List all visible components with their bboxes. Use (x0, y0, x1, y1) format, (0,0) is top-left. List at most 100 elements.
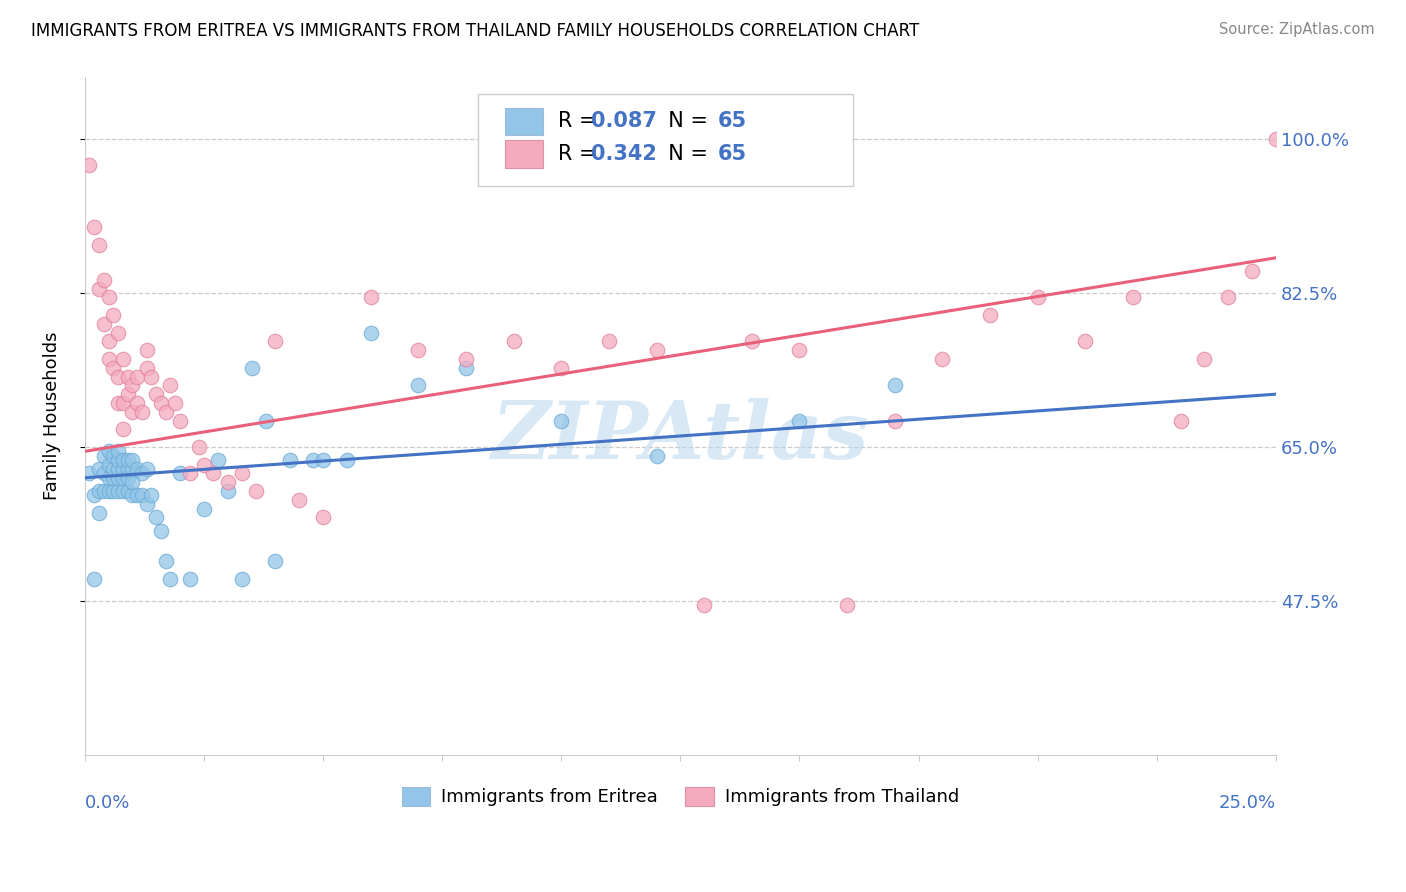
Point (231, 572, 253, 586)
Point (141, 488, 163, 502)
Point (135, 462, 157, 476)
Point (149, 396, 172, 410)
Point (93, 483, 115, 498)
Point (121, 475, 143, 490)
Point (360, 290, 382, 304)
Point (87, 282, 110, 296)
Point (111, 422, 134, 436)
Point (1122, 290, 1144, 304)
Point (79, 158, 101, 172)
Legend: Immigrants from Eritrea, Immigrants from Thailand: Immigrants from Eritrea, Immigrants from… (394, 780, 966, 814)
Point (169, 467, 191, 481)
Point (193, 458, 215, 472)
Point (645, 343, 668, 358)
Point (107, 444, 129, 458)
Y-axis label: Family Households: Family Households (44, 332, 60, 500)
Point (97, 483, 120, 498)
Point (83, 572, 105, 586)
Point (111, 453, 134, 467)
Point (789, 343, 811, 358)
Point (837, 599, 859, 613)
Point (93, 449, 115, 463)
Text: 0.087: 0.087 (591, 112, 657, 131)
Point (979, 308, 1001, 322)
FancyBboxPatch shape (505, 140, 543, 168)
Point (1026, 290, 1049, 304)
Point (103, 483, 125, 498)
Point (97, 290, 120, 304)
Point (454, 351, 477, 366)
Point (127, 488, 149, 502)
Point (117, 453, 139, 467)
Point (169, 413, 191, 427)
Point (111, 462, 134, 476)
Text: IMMIGRANTS FROM ERITREA VS IMMIGRANTS FROM THAILAND FAMILY HOUSEHOLDS CORRELATIO: IMMIGRANTS FROM ERITREA VS IMMIGRANTS FR… (31, 22, 920, 40)
Point (240, 360, 263, 375)
Point (1241, 264, 1264, 278)
Point (406, 378, 429, 392)
Point (87, 462, 110, 476)
Point (406, 343, 429, 358)
Point (264, 334, 287, 349)
Point (883, 413, 905, 427)
Point (550, 360, 572, 375)
Text: R =: R = (558, 144, 603, 164)
Point (264, 554, 287, 568)
Point (103, 449, 125, 463)
Point (217, 483, 239, 498)
Point (193, 501, 215, 516)
Point (302, 453, 325, 467)
Point (1194, 351, 1216, 366)
Point (741, 334, 763, 349)
Point (111, 471, 134, 485)
Point (107, 396, 129, 410)
Point (454, 360, 477, 375)
Point (103, 471, 125, 485)
Point (135, 343, 157, 358)
Point (93, 317, 115, 331)
Point (645, 449, 668, 463)
Text: 25.0%: 25.0% (1219, 794, 1277, 812)
Point (207, 453, 229, 467)
Point (360, 326, 382, 340)
Point (131, 467, 153, 481)
Text: N =: N = (655, 112, 716, 131)
Point (145, 387, 167, 401)
Point (111, 483, 134, 498)
Text: 0.0%: 0.0% (84, 794, 131, 812)
Point (117, 483, 139, 498)
Point (117, 387, 139, 401)
Text: R =: R = (558, 112, 603, 131)
Point (217, 475, 239, 490)
Point (931, 351, 953, 366)
Point (159, 378, 181, 392)
Point (83, 219, 105, 234)
Point (312, 510, 335, 524)
Point (121, 462, 143, 476)
Point (1170, 413, 1192, 427)
Point (135, 497, 157, 511)
Point (121, 453, 143, 467)
Point (1218, 290, 1240, 304)
Point (141, 369, 163, 384)
Point (97, 471, 120, 485)
Point (97, 444, 120, 458)
Point (111, 396, 134, 410)
Point (121, 378, 143, 392)
Point (107, 462, 129, 476)
Point (87, 483, 110, 498)
Point (103, 308, 125, 322)
Point (336, 453, 359, 467)
Point (1265, 132, 1288, 146)
Point (127, 462, 149, 476)
Point (127, 396, 149, 410)
Text: ZIPAtlas: ZIPAtlas (492, 398, 869, 475)
Point (145, 510, 167, 524)
Point (135, 360, 157, 375)
Point (107, 471, 129, 485)
Point (111, 351, 134, 366)
Point (97, 334, 120, 349)
Point (202, 467, 225, 481)
Point (254, 413, 277, 427)
Point (883, 378, 905, 392)
